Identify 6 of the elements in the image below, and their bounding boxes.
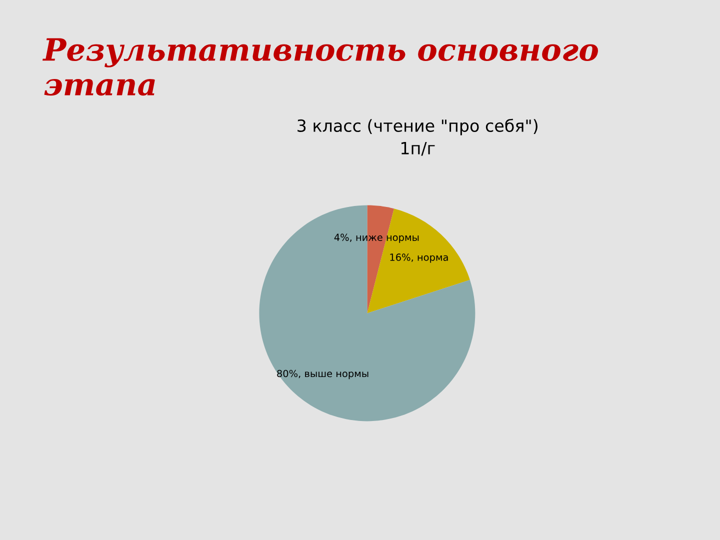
slice-label: 4%, ниже нормы [334, 234, 419, 243]
chart-subtitle: 3 класс (чтение "про себя") 1п/г [298, 118, 538, 156]
slice-label: 80%, выше нормы [277, 370, 368, 380]
slice-label: 16%, норма [390, 254, 448, 263]
chart-title: Результативность основного этапа [42, 38, 598, 96]
pie-slice [259, 205, 476, 422]
